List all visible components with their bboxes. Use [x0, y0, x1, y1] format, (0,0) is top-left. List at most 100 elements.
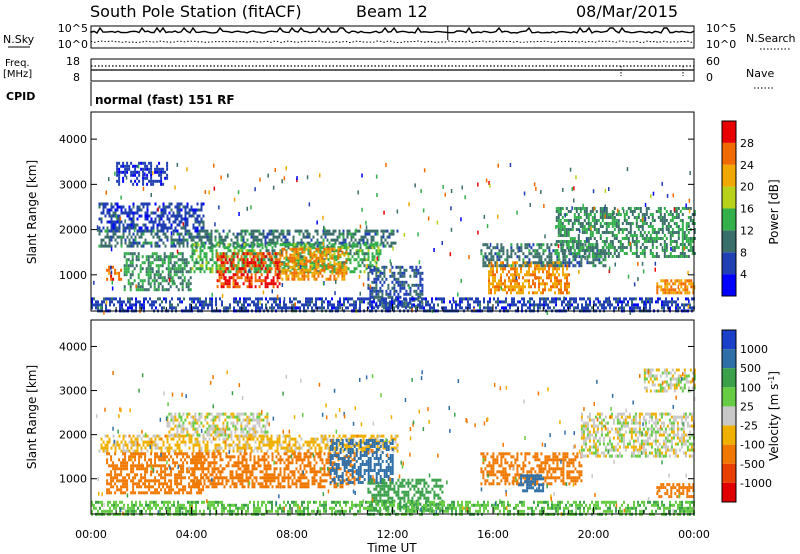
- power-echo-cell: [587, 246, 590, 249]
- power-echo-cell: [163, 279, 166, 283]
- power-echo-cell: [573, 219, 576, 222]
- power-echo-cell: [411, 265, 414, 269]
- power-echo-cell: [301, 262, 304, 266]
- power-echo-cell: [343, 277, 346, 281]
- power-echo-cell: [173, 306, 175, 310]
- power-echo-cell: [132, 220, 135, 224]
- power-echo-cell: [150, 182, 153, 186]
- power-echo-cell: [245, 249, 248, 253]
- power-echo-cell: [397, 295, 400, 299]
- power-echo-cell: [563, 219, 566, 222]
- power-echo-cell: [279, 243, 282, 247]
- power-echo-cell: [561, 246, 564, 249]
- power-echo-cell: [567, 219, 570, 222]
- power-echo-cell: [268, 238, 271, 242]
- power-echo-cell: [191, 267, 194, 271]
- power-echo-cell: [671, 249, 674, 252]
- power-echo-cell: [673, 216, 676, 219]
- power-echo-cell: [672, 282, 675, 286]
- power-echo-cell: [555, 300, 557, 304]
- power-echo-cell: [681, 207, 684, 210]
- power-echo-cell: [587, 306, 589, 310]
- power-echo-cell: [558, 282, 560, 286]
- power-echo-cell: [210, 238, 213, 242]
- power-echo-cell: [531, 297, 533, 301]
- power-echo-cell: [364, 229, 367, 233]
- power-echo-cell: [617, 252, 620, 255]
- velocity-echo-cell: [136, 446, 139, 450]
- power-echo-cell: [150, 229, 153, 233]
- power-echo-cell: [241, 252, 244, 256]
- power-echo-cell: [691, 306, 693, 310]
- power-echo-cell: [285, 268, 288, 272]
- power-echo-cell: [641, 213, 644, 216]
- power-echo-cell: [518, 246, 521, 250]
- power-echo-cell: [283, 247, 286, 251]
- power-echo-cell: [343, 262, 346, 266]
- velocity-echo-cell: [194, 437, 197, 441]
- power-echo-cell: [627, 207, 630, 210]
- power-echo-cell: [484, 261, 487, 265]
- power-echo-cell: [561, 222, 564, 225]
- power-echo-cell: [276, 279, 279, 283]
- power-echo-cell: [167, 282, 170, 286]
- power-echo-cell: [358, 241, 361, 245]
- power-echo-cell: [633, 240, 636, 243]
- power-echo-cell: [278, 267, 281, 271]
- velocity-echo-cell: [204, 443, 207, 447]
- power-echo-cell: [168, 220, 171, 224]
- power-echo-cell: [123, 285, 126, 289]
- power-echo-cell: [641, 228, 644, 231]
- power-echo-cell: [419, 280, 422, 284]
- power-echo-cell: [668, 288, 671, 292]
- power-echo-cell: [529, 297, 531, 301]
- power-echo-cell: [605, 210, 608, 213]
- power-echo-cell: [692, 282, 695, 286]
- power-echo-cell: [97, 306, 99, 310]
- power-echo-cell: [591, 216, 594, 219]
- power-echo-cell: [156, 214, 159, 218]
- power-echo-cell: [593, 222, 596, 225]
- power-echo-cell: [102, 238, 105, 242]
- power-echo-cell: [667, 222, 670, 225]
- power-echo-cell: [205, 297, 207, 301]
- power-echo-cell: [352, 235, 355, 239]
- power-echo-cell: [639, 252, 642, 255]
- power-echo-cell: [373, 277, 376, 281]
- power-echo-cell: [124, 173, 127, 177]
- power-echo-cell: [131, 306, 133, 310]
- power-echo-cell: [275, 255, 278, 259]
- y-tick-label: 4000: [59, 133, 87, 146]
- power-echo-cell: [542, 252, 545, 256]
- power-echo-cell: [401, 286, 404, 290]
- power-echo-cell: [450, 189, 453, 193]
- power-echo-cell: [183, 279, 186, 283]
- power-echo-cell: [133, 303, 135, 307]
- power-echo-cell: [146, 229, 149, 233]
- power-echo-cell: [353, 258, 356, 262]
- power-echo-cell: [321, 246, 324, 250]
- power-echo-cell: [671, 303, 673, 307]
- power-echo-cell: [367, 258, 370, 262]
- power-echo-cell: [540, 246, 543, 250]
- power-echo-cell: [137, 241, 139, 246]
- power-echo-cell: [363, 252, 366, 256]
- power-echo-cell: [363, 258, 366, 262]
- power-echo-cell: [685, 203, 687, 208]
- power-echo-cell: [354, 232, 357, 236]
- power-echo-cell: [130, 260, 132, 264]
- power-echo-cell: [247, 243, 250, 247]
- power-echo-cell: [289, 265, 292, 269]
- power-echo-cell: [196, 226, 199, 230]
- power-echo-cell: [615, 213, 618, 216]
- power-echo-cell: [555, 225, 558, 228]
- power-echo-cell: [568, 252, 571, 256]
- power-echo-cell: [520, 267, 522, 271]
- power-echo-cell: [341, 277, 344, 281]
- power-echo-cell: [364, 235, 367, 239]
- freq-top-tick: 18: [66, 55, 80, 68]
- velocity-echo-cell: [226, 443, 229, 447]
- power-echo-cell: [203, 303, 205, 307]
- power-echo-cell: [488, 264, 490, 268]
